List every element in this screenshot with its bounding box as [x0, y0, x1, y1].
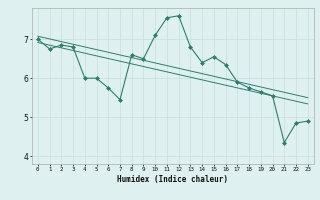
X-axis label: Humidex (Indice chaleur): Humidex (Indice chaleur) [117, 175, 228, 184]
